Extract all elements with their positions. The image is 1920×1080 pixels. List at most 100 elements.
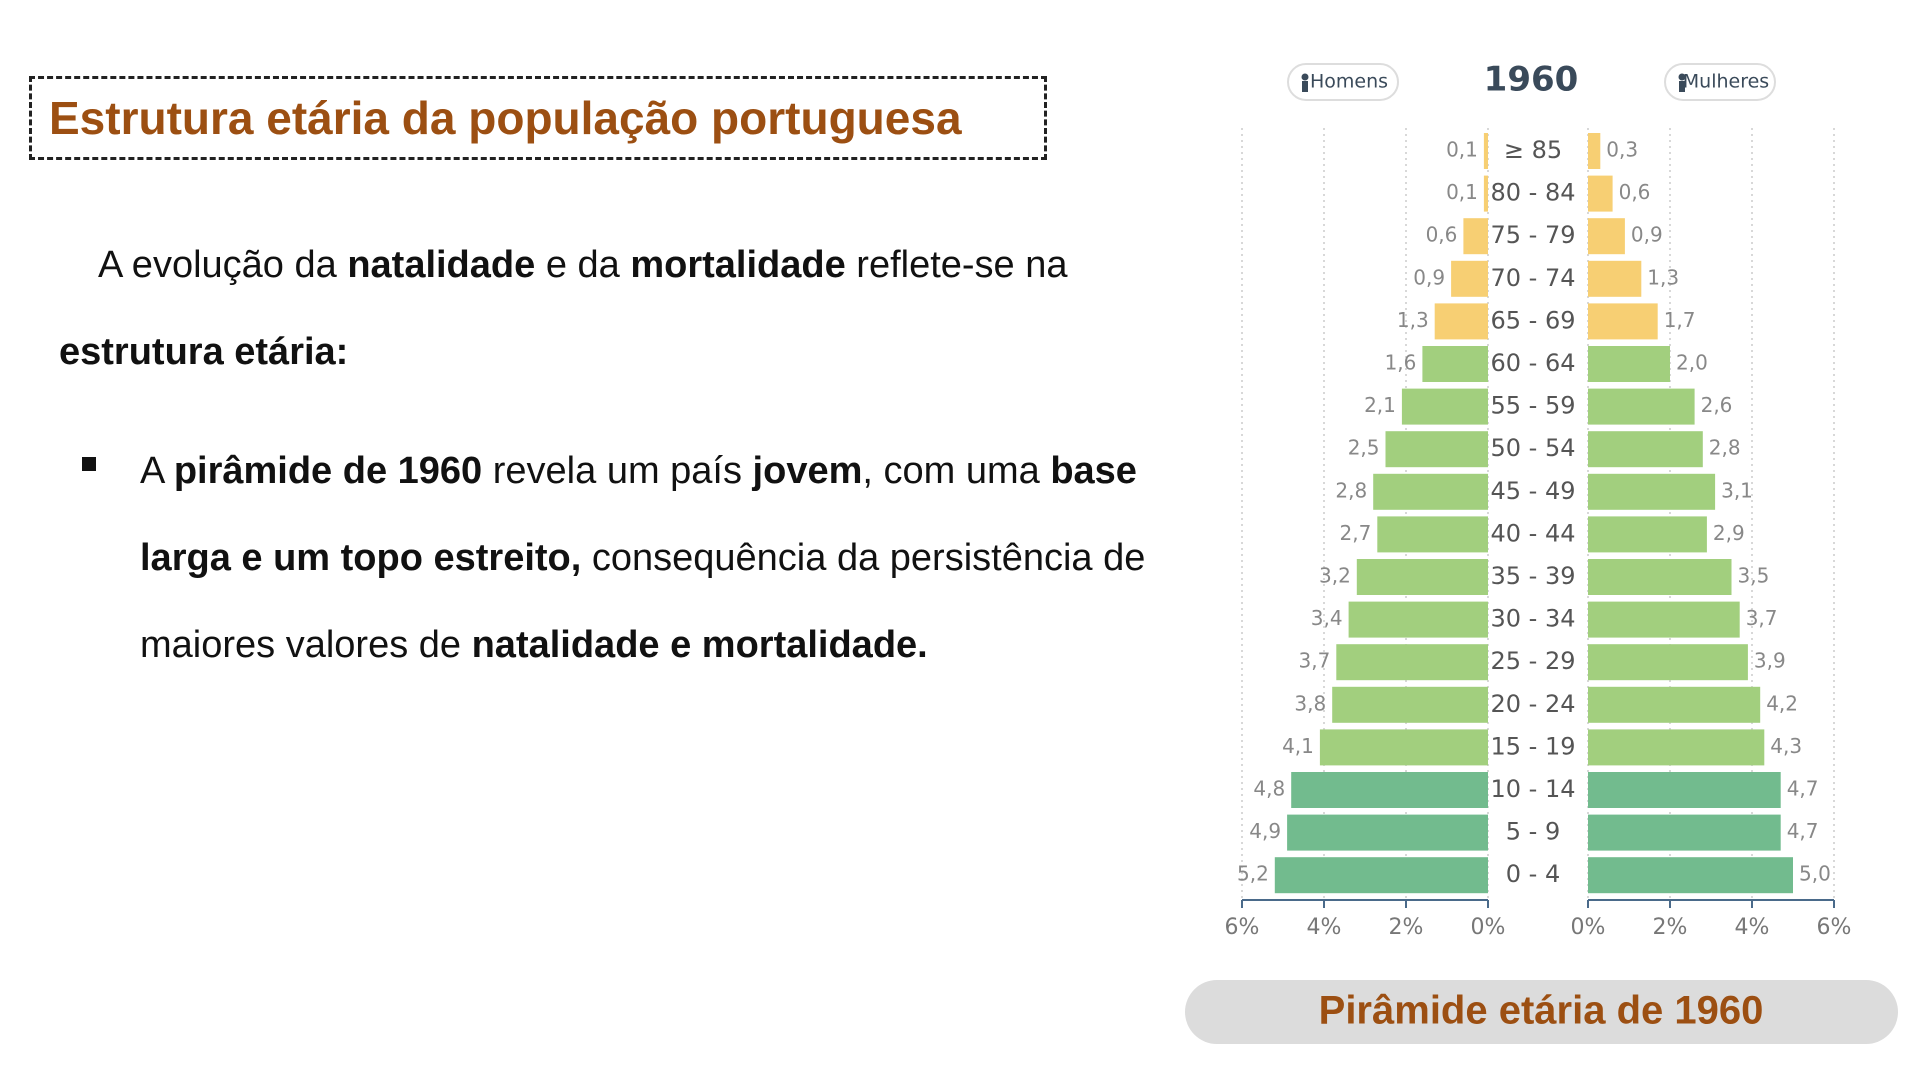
value-label: 2,9: [1713, 521, 1745, 545]
age-label: 0 - 4: [1506, 860, 1560, 888]
legend-icon: [1679, 81, 1685, 92]
text-run: A: [140, 450, 174, 492]
bar: [1373, 473, 1488, 510]
caption: Pirâmide etária de 1960: [1319, 989, 1764, 1033]
age-label: 80 - 84: [1491, 179, 1576, 207]
x-tick-label: 0%: [1571, 915, 1606, 940]
value-label: 2,6: [1701, 393, 1733, 417]
bar: [1434, 303, 1488, 340]
value-label: 2,7: [1339, 521, 1371, 545]
caption-pill: [1185, 980, 1898, 1044]
text-run: reflete-se na: [845, 244, 1068, 286]
value-label: 0,6: [1619, 180, 1651, 204]
legend-icon: [1302, 81, 1308, 92]
legend-pill: [1664, 63, 1776, 101]
chart-title: 1960: [1484, 60, 1579, 100]
bar: [1348, 601, 1488, 638]
bar: [1588, 133, 1601, 169]
bar: [1319, 729, 1488, 766]
value-label: 5,0: [1799, 862, 1831, 886]
value-label: 2,0: [1676, 351, 1708, 375]
bar: [1588, 601, 1740, 638]
age-label: 40 - 44: [1491, 519, 1576, 547]
bar: [1401, 388, 1488, 425]
value-label: 4,3: [1770, 734, 1802, 758]
age-label: 65 - 69: [1491, 306, 1576, 334]
legend-icon: [1301, 73, 1309, 81]
bar: [1588, 559, 1732, 595]
value-label: 3,5: [1738, 564, 1770, 588]
bold-text: base larga e um topo estreito,: [140, 450, 1137, 579]
value-label: 0,1: [1446, 180, 1478, 204]
x-tick-label: 0%: [1471, 915, 1506, 940]
value-label: 3,4: [1311, 606, 1343, 630]
age-label: 45 - 49: [1491, 477, 1576, 505]
bar: [1483, 175, 1488, 212]
value-label: 4,9: [1249, 819, 1281, 843]
bold-text: estrutura etária:: [59, 331, 349, 373]
x-tick-label: 2%: [1389, 915, 1424, 940]
bar: [1588, 303, 1658, 340]
age-label: 50 - 54: [1491, 434, 1576, 462]
x-tick-label: 2%: [1653, 915, 1688, 940]
legend-icon: [1678, 73, 1686, 81]
text-run: consequência da persistência de maiores …: [140, 537, 1146, 666]
bar: [1377, 516, 1488, 553]
text-run: , com uma: [862, 450, 1051, 492]
age-label: 35 - 39: [1491, 562, 1576, 590]
value-label: 2,1: [1364, 393, 1396, 417]
age-label: ≥ 85: [1504, 136, 1562, 164]
bar: [1588, 516, 1707, 553]
bar: [1588, 175, 1613, 212]
bar: [1588, 644, 1748, 681]
value-label: 0,9: [1413, 265, 1445, 289]
value-label: 3,7: [1746, 606, 1778, 630]
bar: [1483, 133, 1488, 169]
bold-text: jovem: [752, 450, 863, 492]
bar: [1588, 473, 1716, 510]
legend-pill: [1287, 63, 1399, 101]
age-label: 70 - 74: [1491, 264, 1576, 292]
x-tick-label: 6%: [1817, 915, 1852, 940]
bar: [1588, 388, 1695, 425]
bar: [1588, 814, 1781, 851]
value-label: 3,2: [1319, 564, 1351, 588]
bar: [1422, 346, 1488, 382]
bullet-paragraph: A pirâmide de 1960 revela um país jovem,…: [140, 428, 1150, 689]
bar: [1588, 431, 1703, 468]
age-label: 55 - 59: [1491, 392, 1576, 420]
legend-label: Mulheres: [1683, 71, 1769, 93]
bar: [1588, 857, 1793, 894]
x-tick-label: 4%: [1307, 915, 1342, 940]
bullet-mark: [82, 457, 96, 471]
age-label: 25 - 29: [1491, 647, 1576, 675]
value-label: 0,1: [1446, 138, 1478, 162]
bold-text: mortalidade: [630, 244, 846, 286]
bar: [1274, 857, 1488, 894]
bar: [1463, 218, 1488, 255]
age-label: 10 - 14: [1491, 775, 1576, 803]
value-label: 0,9: [1631, 223, 1663, 247]
slide-title: Estrutura etária da população portuguesa: [49, 92, 962, 144]
bold-text: natalidade e mortalidade.: [471, 624, 928, 666]
bar: [1451, 260, 1488, 297]
value-label: 3,7: [1298, 649, 1330, 673]
bar: [1588, 218, 1625, 255]
title-box: Estrutura etária da população portuguesa: [29, 76, 1047, 160]
bar: [1356, 559, 1488, 595]
text-run: e da: [535, 244, 631, 286]
value-label: 3,8: [1294, 691, 1326, 715]
value-label: 0,3: [1606, 138, 1638, 162]
x-tick-label: 6%: [1225, 915, 1260, 940]
value-label: 4,7: [1787, 819, 1819, 843]
bar: [1336, 644, 1488, 681]
value-label: 4,2: [1766, 691, 1798, 715]
value-label: 2,5: [1348, 436, 1380, 460]
text-run: revela um país: [482, 450, 753, 492]
bar: [1588, 686, 1761, 723]
value-label: 1,3: [1397, 308, 1429, 332]
value-label: 4,8: [1253, 777, 1285, 801]
bar: [1588, 729, 1765, 766]
bold-text: pirâmide de 1960: [173, 450, 483, 492]
